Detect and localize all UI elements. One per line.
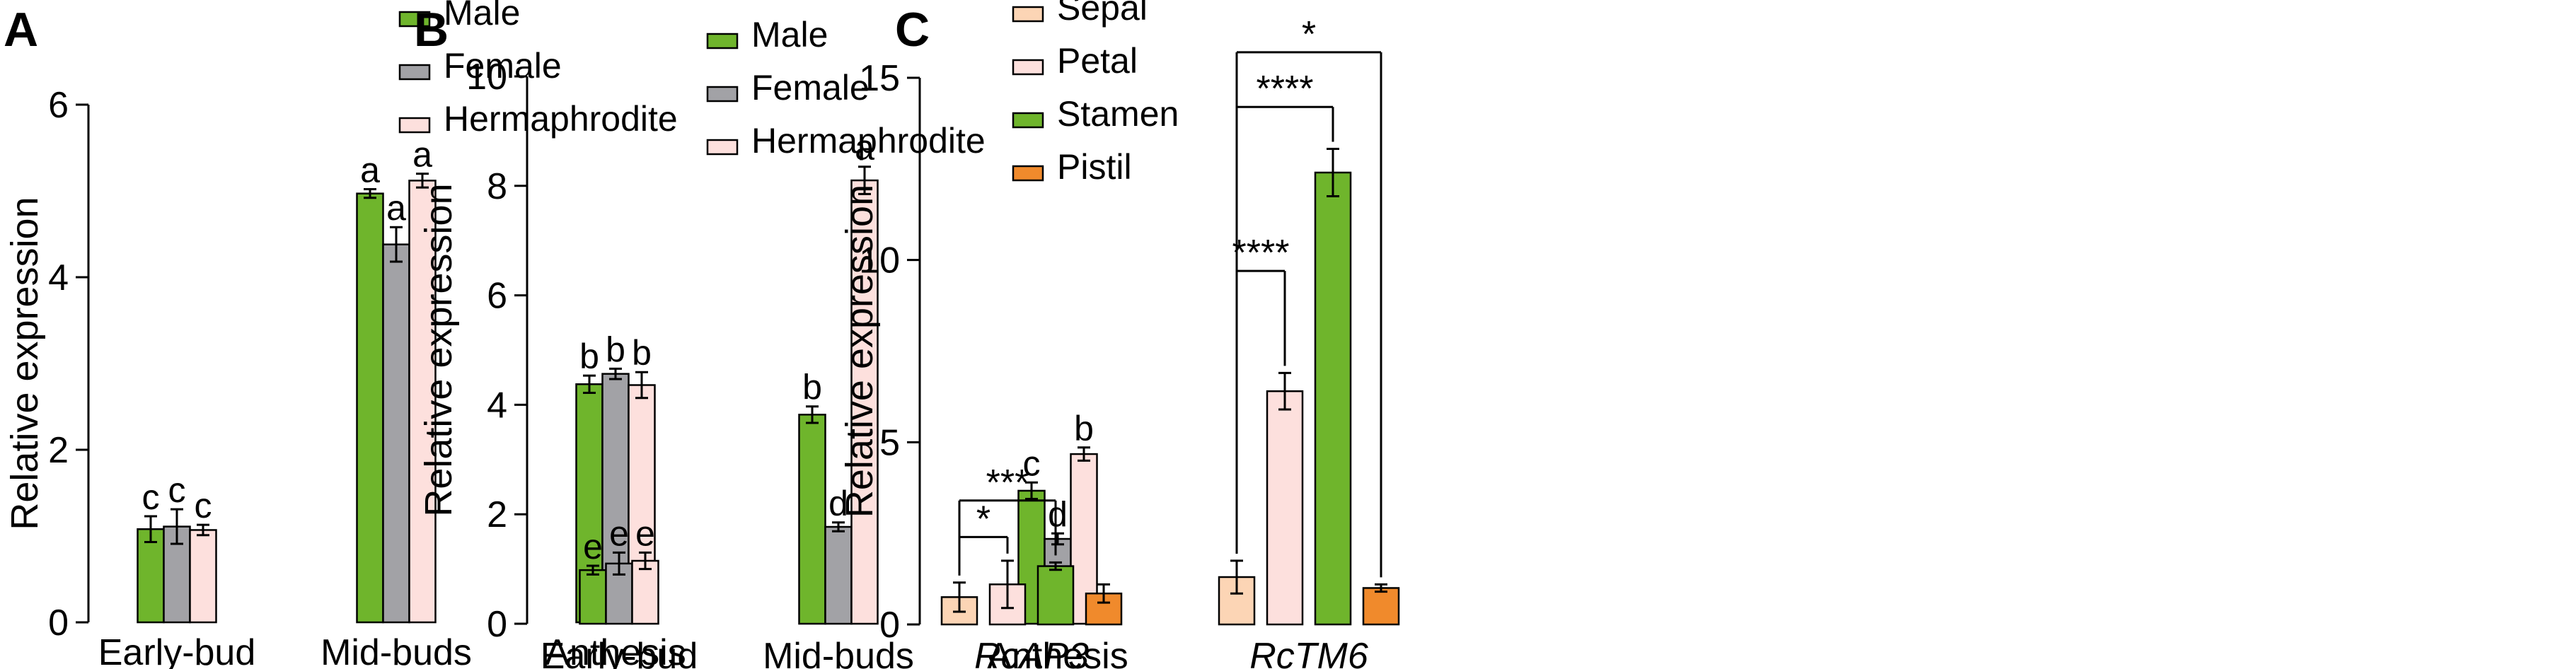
category-label: Anthesis (545, 632, 686, 669)
legend-swatch (1012, 6, 1044, 23)
bar (1036, 565, 1075, 626)
category-label: Anthesis (987, 636, 1128, 669)
legend-label: Stamen (1057, 94, 1179, 134)
y-tick-label: 8 (487, 166, 507, 207)
bar (1266, 390, 1304, 626)
legend-label: Sepal (1057, 0, 1148, 28)
bar (579, 569, 607, 625)
legend-label: Female (444, 46, 562, 86)
bar (631, 559, 659, 625)
significance-letter: b (632, 333, 652, 373)
y-tick-label: 0 (48, 603, 69, 644)
significance-letter: b (606, 330, 625, 369)
significance-letter: e (583, 527, 603, 566)
significance-letter: a (855, 128, 874, 168)
legend-swatch (706, 86, 739, 103)
y-tick-label: 2 (48, 430, 69, 471)
y-tick-label: 10 (466, 57, 507, 98)
significance-letter: a (360, 151, 380, 190)
bar (408, 180, 437, 624)
panel-c: C 0 5 10 15 Relative expression RcAP3 RcTM6 Sepa… (838, 0, 1400, 669)
significance-letter: c (168, 470, 186, 510)
legend-label: Pistil (1057, 147, 1132, 187)
significance-letter: b (1074, 409, 1094, 448)
significance-letter: b (802, 368, 822, 407)
significance-letter: e (635, 513, 655, 553)
significance-label: **** (1257, 69, 1314, 110)
category-label: Mid-buds (320, 632, 472, 669)
y-tick-label: 5 (879, 422, 900, 463)
y-axis-title: Relative expression (4, 197, 46, 530)
significance-letter: c (142, 477, 160, 517)
y-tick-label: 0 (487, 604, 507, 645)
y-tick-label: 0 (879, 605, 900, 646)
category-label: Mid-buds (763, 636, 914, 669)
legend-label: Male (444, 0, 520, 33)
y-axis-title: Relative expression (417, 183, 460, 516)
panel-label: B (414, 3, 449, 57)
legend-swatch (398, 117, 431, 134)
significance-letter: e (609, 513, 629, 553)
significance-letter: a (386, 188, 406, 228)
bar (382, 243, 410, 624)
significance-letter: c (195, 486, 212, 525)
legend-swatch (706, 33, 739, 50)
significance-label: **** (1232, 233, 1290, 274)
y-tick-label: 4 (48, 257, 69, 298)
bar (189, 529, 217, 624)
category-label: RcAP3 (974, 636, 1089, 669)
bar (1362, 587, 1400, 626)
panel-label: C (895, 3, 930, 57)
legend-swatch (398, 11, 431, 28)
bar (1314, 171, 1352, 626)
legend-swatch (1012, 59, 1044, 76)
legend-swatch (398, 64, 431, 81)
legend-label: Petal (1057, 41, 1138, 81)
y-axis-title: Relative expression (838, 185, 881, 518)
bar (824, 525, 853, 625)
y-tick-label: 2 (487, 494, 507, 535)
significance-label: * (976, 499, 990, 540)
legend-label: Male (751, 15, 828, 54)
category-label: Early-bud (541, 636, 698, 669)
significance-letter: c (1023, 443, 1041, 483)
panel-label: A (4, 3, 38, 57)
legend-label: Hermaphrodite (751, 121, 986, 161)
legend-label: Female (751, 68, 870, 107)
y-tick-label: 15 (859, 58, 900, 99)
legend-swatch (1012, 112, 1044, 129)
legend-label: Hermaphrodite (444, 99, 678, 139)
significance-letter: a (412, 135, 432, 175)
y-tick-label: 4 (487, 385, 507, 426)
y-tick-label: 6 (487, 276, 507, 317)
panel-a: A 0 2 4 6 Relative expression c c c Early-bud aaa M… (4, 0, 686, 669)
legend-swatch (1012, 165, 1044, 182)
y-tick-label: 10 (859, 240, 900, 281)
category-label: RcTM6 (1249, 636, 1368, 669)
significance-letter: d (828, 484, 848, 523)
legend-swatch (706, 139, 739, 156)
y-tick-label: 6 (48, 85, 69, 126)
bar (356, 192, 384, 624)
category-label: Early-bud (98, 632, 256, 669)
significance-letter: b (579, 337, 599, 376)
significance-label: * (1302, 14, 1316, 55)
significance-label: *** (986, 463, 1029, 504)
bar (798, 414, 826, 625)
